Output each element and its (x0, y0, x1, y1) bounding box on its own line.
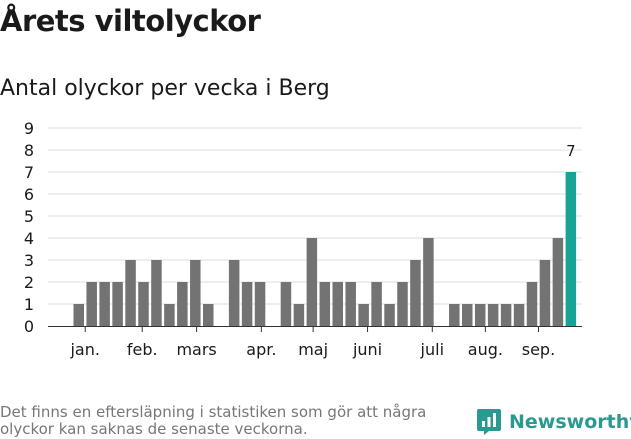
bar (138, 282, 149, 326)
x-tick-label: juli (420, 340, 444, 359)
bar (552, 238, 564, 326)
x-tick-label: aug. (468, 340, 503, 359)
y-tick-label: 7 (24, 163, 34, 182)
x-tick-label: maj (298, 340, 328, 359)
bar (410, 260, 421, 326)
bar-chart: 0 1 2 3 4 5 6 7 8 9 7 jan. feb. mars apr. maj juni juli au… (24, 119, 582, 359)
footnote: Det finns en eftersläpning i statistiken… (0, 403, 427, 438)
chart-subtitle: Antal olyckor per vecka i Berg (0, 76, 330, 101)
bar (125, 260, 136, 326)
x-tick-label: feb. (127, 340, 158, 359)
bar (487, 304, 499, 326)
bar (397, 282, 408, 326)
y-tick-label: 9 (24, 119, 34, 138)
bar (474, 304, 486, 326)
bar (241, 282, 253, 326)
bar (345, 282, 356, 326)
x-tick-label: sep. (522, 340, 555, 359)
brand[interactable]: Newsworthy (476, 408, 631, 436)
bar (332, 282, 343, 326)
data-label: 7 (566, 142, 576, 160)
y-tick-label: 8 (24, 141, 34, 160)
bar (203, 304, 214, 326)
y-tick-label: 5 (24, 207, 34, 226)
bar (513, 304, 525, 326)
x-tick-label: apr. (246, 340, 276, 359)
bar (177, 282, 188, 326)
bar-highlight (565, 172, 577, 326)
x-tick-label: mars (176, 340, 216, 359)
x-tick-label: jan. (69, 340, 99, 359)
bar (539, 260, 551, 326)
bar (254, 282, 266, 326)
y-tick-label: 1 (24, 295, 34, 314)
bar (449, 304, 460, 326)
bar (112, 282, 123, 326)
y-tick-label: 3 (24, 251, 34, 270)
bar (462, 304, 473, 326)
x-tick-label: juni (352, 340, 382, 359)
bar (423, 238, 434, 326)
bar (293, 304, 305, 326)
bar (151, 260, 162, 326)
y-tick-label: 0 (24, 317, 34, 336)
y-tick-label: 6 (24, 185, 34, 204)
bar (371, 282, 382, 326)
y-tick-label: 4 (24, 229, 34, 248)
bar (500, 304, 512, 326)
bar (358, 304, 369, 326)
bar (86, 282, 97, 326)
bar (228, 260, 240, 326)
newsworthy-logo-icon (477, 409, 501, 435)
bar (99, 282, 110, 326)
y-tick-label: 2 (24, 273, 34, 292)
brand-name: Newsworthy (509, 411, 631, 433)
bar (319, 282, 331, 326)
bar (73, 304, 84, 326)
bar (164, 304, 175, 326)
bar (306, 238, 318, 326)
bar (384, 304, 395, 326)
bar (280, 282, 292, 326)
bar (190, 260, 201, 326)
bar (526, 282, 538, 326)
chart-title: Årets viltolyckor (0, 4, 261, 38)
